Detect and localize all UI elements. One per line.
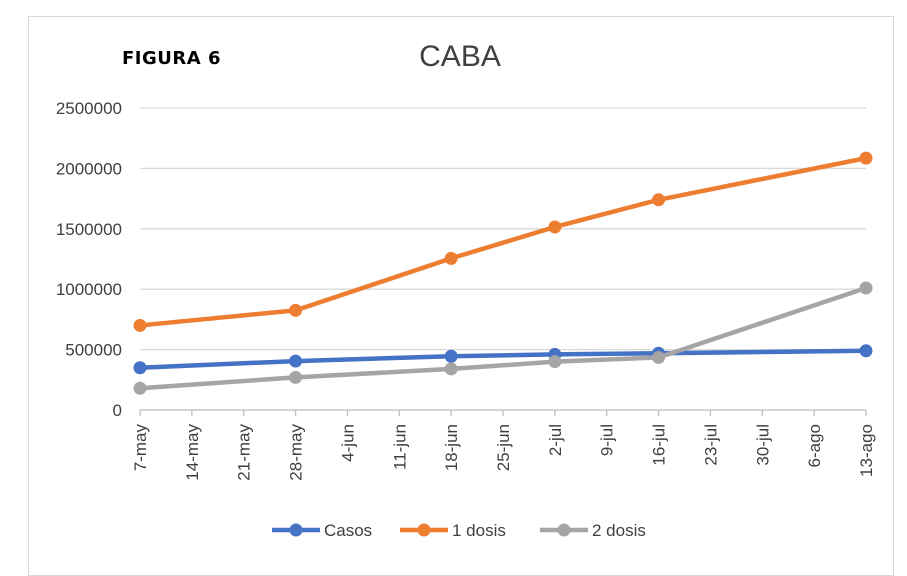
x-tick-label: 14-may bbox=[183, 424, 202, 481]
chart-title: CABA bbox=[419, 40, 501, 73]
x-tick-label: 25-jun bbox=[494, 424, 513, 471]
data-point bbox=[652, 193, 666, 207]
legend-marker bbox=[417, 523, 431, 537]
x-tick-label: 28-may bbox=[287, 424, 306, 481]
legend: Casos 1 dosis 2 dosis bbox=[272, 521, 646, 540]
x-tick-label: 11-jun bbox=[390, 424, 409, 470]
legend-marker bbox=[557, 523, 571, 537]
data-point bbox=[289, 303, 303, 317]
x-tick-label: 7-may bbox=[131, 424, 150, 472]
data-point bbox=[133, 381, 147, 395]
y-tick-label: 1000000 bbox=[56, 280, 122, 299]
chart-frame bbox=[28, 16, 894, 576]
y-axis-ticks: 0 500000 1000000 1500000 2000000 2500000 bbox=[56, 99, 122, 420]
legend-marker bbox=[289, 523, 303, 537]
series-group bbox=[133, 151, 873, 395]
series-2-dosis bbox=[133, 281, 873, 395]
legend-label: Casos bbox=[324, 521, 372, 540]
data-point bbox=[859, 151, 873, 165]
y-tick-label: 2000000 bbox=[56, 159, 122, 178]
data-point bbox=[133, 361, 147, 375]
x-tick-label: 2-jul bbox=[546, 424, 565, 456]
x-tick-label: 6-ago bbox=[805, 424, 824, 467]
data-point bbox=[859, 344, 873, 358]
x-tick-label: 13-ago bbox=[857, 424, 876, 477]
series-1-dosis bbox=[133, 151, 873, 332]
data-point bbox=[289, 354, 303, 368]
x-axis: 7-may 14-may 21-may 28-may 4-jun 11-jun 18-jun… bbox=[131, 409, 876, 481]
data-point bbox=[652, 350, 666, 364]
y-tick-label: 500000 bbox=[65, 341, 122, 360]
legend-item: Casos bbox=[272, 521, 372, 540]
legend-item: 1 dosis bbox=[400, 521, 506, 540]
legend-item: 2 dosis bbox=[540, 521, 646, 540]
data-point bbox=[444, 362, 458, 376]
y-tick-label: 0 bbox=[113, 401, 122, 420]
series-line bbox=[139, 348, 867, 370]
x-tick-label: 18-jun bbox=[442, 424, 461, 471]
legend-label: 1 dosis bbox=[452, 521, 506, 540]
x-tick-label: 9-jul bbox=[598, 424, 617, 456]
x-tick-label: 4-jun bbox=[338, 424, 357, 462]
y-tick-label: 1500000 bbox=[56, 220, 122, 239]
x-tick-label: 30-jul bbox=[753, 424, 772, 466]
data-point bbox=[289, 370, 303, 384]
x-tick-label: 23-jul bbox=[701, 424, 720, 466]
line-chart: 0 500000 1000000 1500000 2000000 2500000 7-ma… bbox=[56, 99, 876, 540]
x-tick-label: 16-jul bbox=[650, 424, 669, 466]
data-point bbox=[133, 318, 147, 332]
data-point bbox=[548, 355, 562, 369]
data-point bbox=[444, 251, 458, 265]
data-point bbox=[859, 281, 873, 295]
x-tick-label: 21-may bbox=[235, 424, 254, 481]
series-casos bbox=[133, 344, 873, 375]
figure-label: FIGURA 6 bbox=[122, 48, 221, 69]
data-point bbox=[548, 220, 562, 234]
data-point bbox=[444, 349, 458, 363]
series-line bbox=[139, 285, 867, 391]
y-tick-label: 2500000 bbox=[56, 99, 122, 118]
legend-label: 2 dosis bbox=[592, 521, 646, 540]
series-line bbox=[139, 155, 867, 328]
